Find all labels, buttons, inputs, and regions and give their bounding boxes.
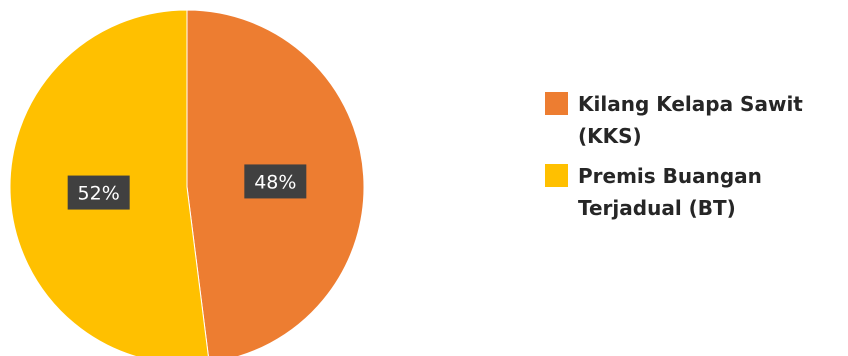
legend-label-bt: Premis Buangan Terjadual (BT) bbox=[578, 164, 762, 220]
legend: Kilang Kelapa Sawit (KKS) Premis Buangan… bbox=[545, 88, 845, 232]
legend-item-bt: Premis Buangan Terjadual (BT) bbox=[545, 160, 845, 224]
svg-text:48%: 48% bbox=[254, 171, 296, 193]
svg-text:52%: 52% bbox=[78, 183, 120, 205]
legend-swatch-bt bbox=[545, 164, 568, 187]
data-label-kks: 48% bbox=[244, 164, 307, 199]
legend-label-kks: Kilang Kelapa Sawit (KKS) bbox=[578, 92, 803, 148]
legend-swatch-kks bbox=[545, 92, 568, 115]
data-label-bt: 52% bbox=[67, 175, 130, 210]
legend-item-kks: Kilang Kelapa Sawit (KKS) bbox=[545, 88, 845, 152]
